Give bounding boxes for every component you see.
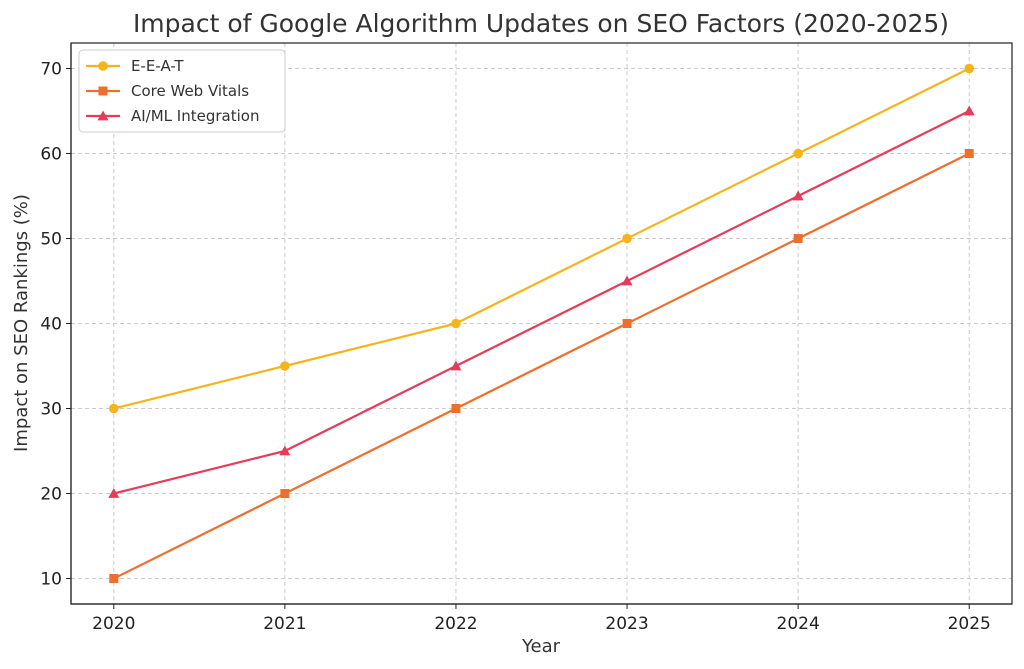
legend-box [78, 49, 286, 133]
data-point [108, 403, 119, 414]
x-axis-label: Year [521, 636, 561, 657]
y-tick-label: 60 [40, 145, 62, 165]
series-line [113, 67, 970, 410]
legend-items: E-E-A-T Core Web Vitals AI/ML Integration [86, 57, 259, 125]
data-point [792, 190, 804, 201]
y-tick-label: 50 [40, 230, 62, 250]
legend-item: AI/ML Integration [86, 107, 259, 125]
y-tick-label: 10 [40, 570, 62, 590]
x-tick-label: 2022 [434, 614, 477, 634]
data-point [109, 574, 119, 583]
data-point [793, 234, 803, 243]
y-tick-label: 20 [40, 485, 62, 505]
data-point [108, 488, 120, 498]
x-tick-label: 2023 [605, 614, 648, 634]
chart-title: Impact of Google Algorithm Updates on SE… [133, 9, 949, 38]
data-point [793, 148, 803, 159]
legend-label: AI/ML Integration [131, 107, 259, 125]
y-tick-label: 40 [40, 315, 62, 335]
legend-item: E-E-A-T [86, 57, 184, 75]
data-point [451, 404, 461, 413]
series-1 [109, 149, 974, 583]
data-point [450, 360, 462, 371]
data-point [280, 489, 290, 498]
y-tick-label: 70 [40, 60, 62, 80]
x-axis-ticks: 2020 2021 2022 2023 2024 2025 [92, 604, 991, 634]
data-point [622, 233, 632, 244]
data-point [279, 445, 291, 456]
data-point [451, 318, 461, 329]
y-tick-label: 30 [40, 400, 62, 420]
series-line [113, 152, 970, 580]
data-point [280, 361, 290, 371]
legend-marker [98, 86, 108, 96]
legend-marker [98, 61, 108, 71]
y-axis-label: Impact on SEO Rankings (%) [11, 194, 32, 452]
legend-item: Core Web Vitals [86, 82, 249, 100]
series-line [113, 110, 970, 495]
legend-marker [97, 110, 109, 121]
data-point [964, 63, 975, 74]
y-axis-ticks: 10 20 30 40 50 60 70 [40, 60, 71, 590]
legend-label: Core Web Vitals [131, 82, 249, 100]
data-point [963, 105, 975, 116]
x-tick-label: 2021 [263, 614, 306, 634]
series-0 [108, 63, 975, 414]
series-2 [108, 105, 975, 498]
x-tick-label: 2020 [92, 614, 135, 634]
x-tick-label: 2025 [948, 614, 991, 634]
data-point [622, 319, 632, 328]
x-tick-label: 2024 [777, 614, 820, 634]
data-point [621, 275, 633, 286]
legend: E-E-A-T Core Web Vitals AI/ML Integration [78, 49, 286, 133]
legend-label: E-E-A-T [131, 57, 184, 75]
data-point [964, 149, 974, 158]
series-layer [108, 63, 975, 583]
